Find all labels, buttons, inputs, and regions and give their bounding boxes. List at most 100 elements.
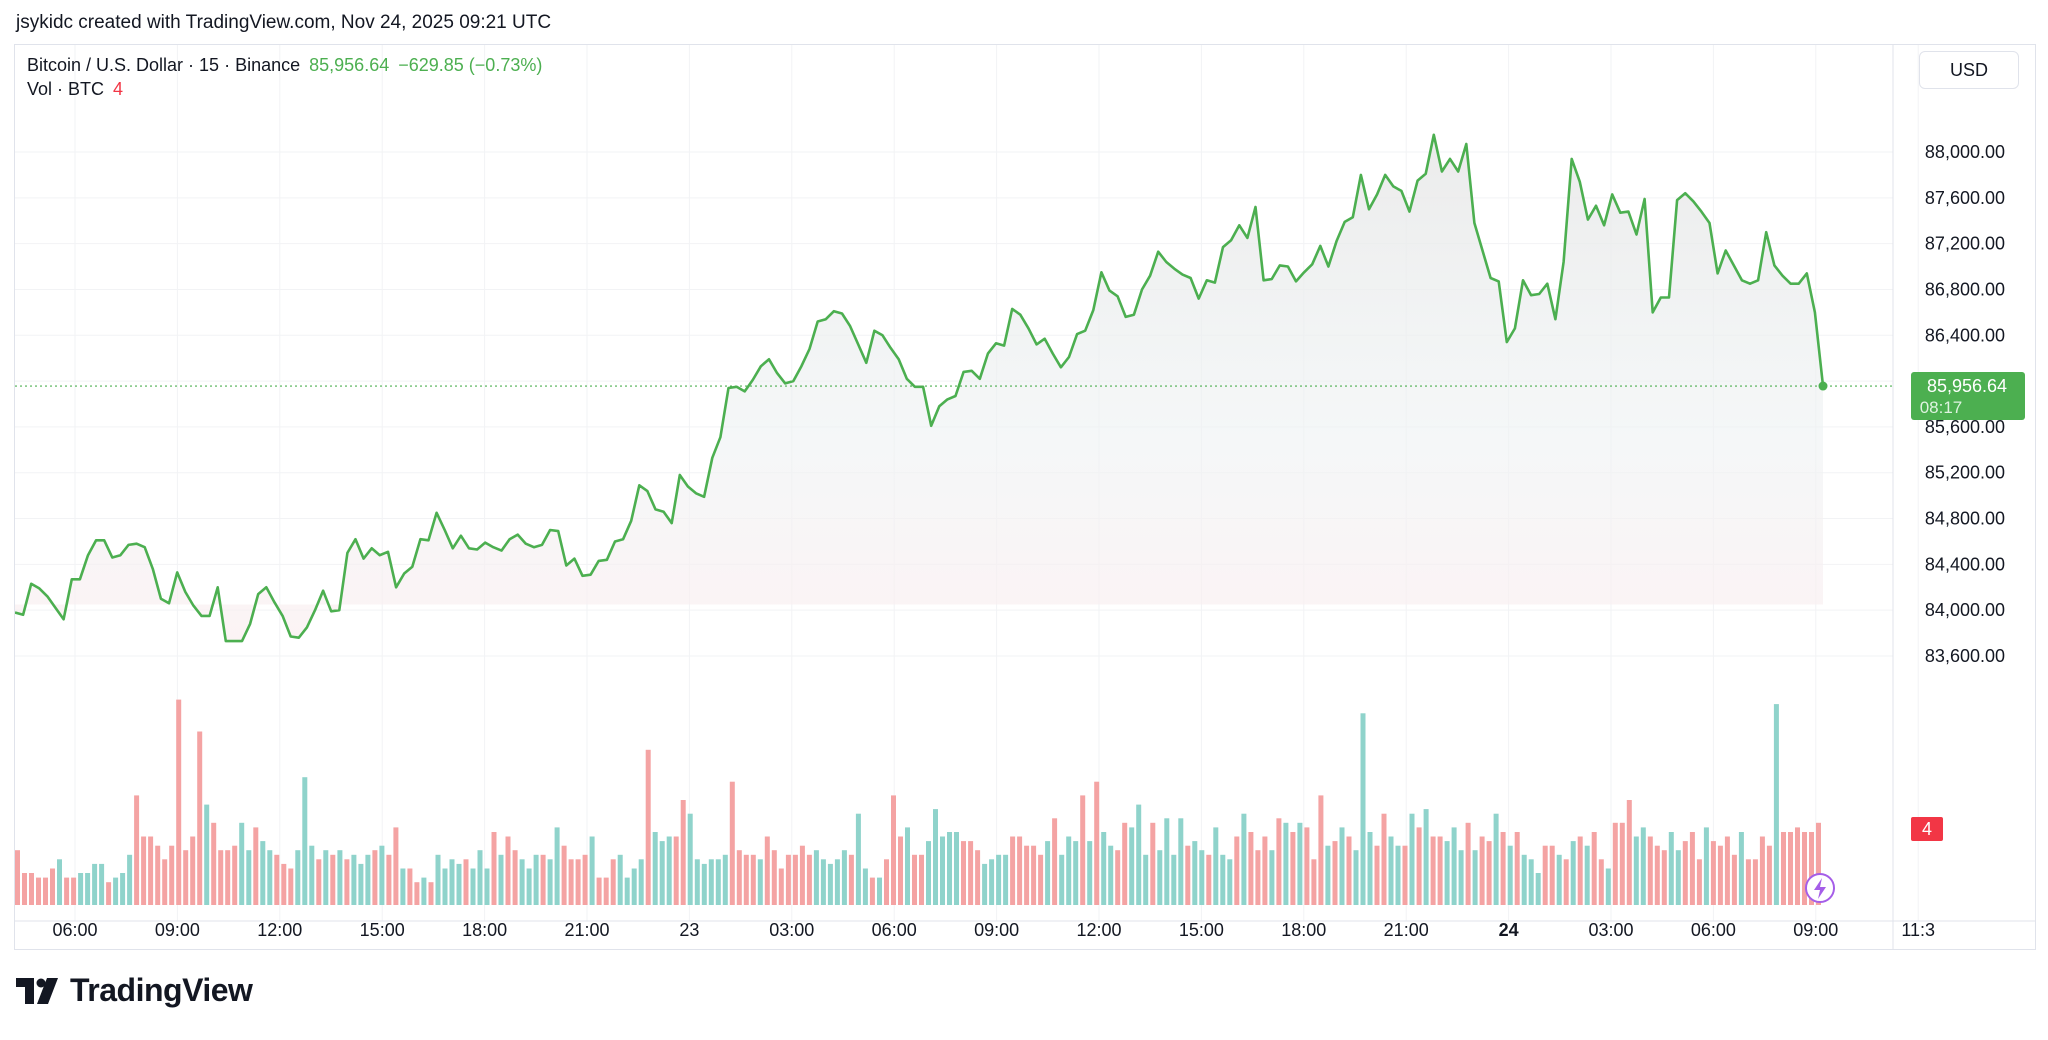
volume-bar (414, 882, 420, 905)
volume-bar (449, 859, 455, 905)
volume-bar (337, 850, 343, 905)
volume-bar (1521, 854, 1527, 905)
volume-bar (491, 832, 497, 905)
volume-bar (1816, 822, 1821, 905)
y-tick-label: 87,200.00 (1925, 234, 2005, 254)
volume-bar (64, 877, 70, 905)
volume-bar (1052, 818, 1058, 905)
volume-bar (1395, 845, 1401, 905)
volume-bar (799, 845, 805, 905)
y-tick-label: 84,400.00 (1925, 554, 2005, 574)
volume-bar (743, 854, 749, 905)
volume-bar (1465, 822, 1471, 905)
x-tick-label: 03:00 (769, 920, 814, 940)
volume-bar (1241, 813, 1247, 905)
y-tick-label: 84,800.00 (1925, 509, 2005, 529)
x-tick-label: 21:00 (564, 920, 609, 940)
volume-bar (1213, 827, 1219, 905)
chart-pane[interactable]: 06:00 09:00 12:00 15:00 18:00 21:00 23 03:00 06:… (14, 44, 2036, 950)
volume-bar (848, 854, 854, 905)
volume-bar (1556, 854, 1562, 905)
volume-bar (148, 836, 154, 905)
volume-bar (421, 877, 427, 905)
volume-bar (386, 854, 392, 905)
volume-bar (540, 854, 546, 905)
volume-bar (1178, 818, 1184, 905)
volume-bar (1584, 845, 1590, 905)
volume-bar (666, 836, 672, 905)
volume-legend[interactable]: Vol · BTC 4 (27, 79, 127, 100)
volume-badge-value: 4 (1922, 819, 1932, 839)
volume-bar (1136, 804, 1142, 905)
volume-bar (1122, 822, 1128, 905)
volume-bar (218, 850, 224, 905)
symbol-legend[interactable]: Bitcoin / U.S. Dollar · 15 · Binance 85,… (27, 55, 546, 76)
volume-bar (1577, 836, 1583, 905)
volume-bar (1781, 832, 1786, 905)
volume-bar (575, 859, 581, 905)
volume-bar (961, 841, 966, 905)
volume-bar (834, 859, 840, 905)
volume-bar (1304, 827, 1310, 905)
volume-bar (982, 863, 988, 905)
volume-bar (267, 850, 273, 905)
volume-bar (498, 854, 504, 905)
volume-bar (400, 868, 406, 905)
volume-bar (750, 854, 756, 905)
volume-bar (1731, 854, 1737, 905)
volume-bar (954, 832, 959, 905)
volume-bar (1752, 859, 1758, 905)
volume-bar (1031, 845, 1037, 905)
volume-bar (176, 699, 182, 905)
volume-bar (519, 859, 525, 905)
volume-bar (547, 859, 553, 905)
volume-bar (898, 836, 903, 905)
volume-bar (926, 841, 931, 905)
volume-bar (1514, 832, 1520, 905)
volume-bar (1416, 827, 1422, 905)
currency-button[interactable]: USD (1919, 51, 2019, 89)
volume-bar (1661, 850, 1667, 905)
volume-bar (1066, 836, 1072, 905)
volume-bar (22, 873, 27, 905)
volume-bar (862, 868, 868, 905)
volume-bar (589, 836, 595, 905)
volume-bar (764, 836, 770, 905)
volume-bar (1619, 822, 1625, 905)
volume-bar (968, 841, 974, 905)
volume-bar (1325, 845, 1331, 905)
volume-bar (442, 868, 448, 905)
creator-caption: jsykidc created with TradingView.com, No… (16, 12, 552, 33)
volume-bar (260, 841, 266, 905)
volume-bar (505, 836, 511, 905)
volume-bar (1528, 859, 1534, 905)
volume-bar (15, 850, 20, 905)
symbol-name[interactable]: Bitcoin / U.S. Dollar · 15 · Binance (27, 55, 301, 75)
volume-bar (1633, 836, 1639, 905)
volume-bar (1157, 850, 1163, 905)
volume-bar (1269, 850, 1275, 905)
price-chart[interactable]: 06:00 09:00 12:00 15:00 18:00 21:00 23 03:00 06:… (15, 45, 2036, 950)
volume-label[interactable]: Vol · BTC (27, 79, 105, 99)
volume-bar (1094, 781, 1100, 905)
volume-bar (877, 877, 882, 905)
volume-bar (393, 827, 399, 905)
volume-bar (1339, 827, 1345, 905)
volume-bar (912, 854, 917, 905)
volume-bar (281, 863, 287, 905)
volume-bar (1129, 827, 1135, 905)
volume-bar (1809, 832, 1814, 905)
volume-bar (323, 850, 329, 905)
x-tick-label: 18:00 (462, 920, 507, 940)
volume-bar (1276, 818, 1282, 905)
volume-bar (477, 850, 483, 905)
volume-bar (1003, 854, 1009, 905)
volume-bar (1409, 813, 1415, 905)
volume-bar (1563, 859, 1569, 905)
volume-bar (1045, 841, 1051, 905)
volume-bar (869, 877, 875, 905)
volume-bar (78, 873, 84, 905)
volume-bar (309, 845, 315, 905)
volume-bar (652, 832, 658, 905)
x-tick-label: 11:3 (1901, 920, 1935, 940)
